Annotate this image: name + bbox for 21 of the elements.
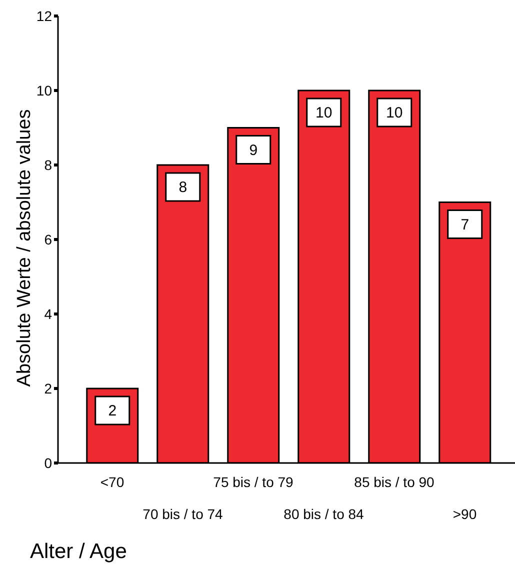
y-tick-label: 0 (44, 454, 52, 471)
data-label: 9 (249, 142, 258, 159)
x-tick-label: 85 bis / to 90 (354, 474, 435, 490)
data-label: 10 (316, 104, 332, 122)
y-axis-title: Absolute Werte / absolute values (14, 109, 35, 387)
x-tick-label: >90 (452, 506, 477, 522)
x-tick-label: <70 (100, 474, 124, 490)
y-tick-label: 12 (36, 8, 52, 24)
data-label: 2 (108, 402, 117, 420)
x-tick-label: 75 bis / to 79 (213, 474, 294, 490)
x-tick-label: 80 bis / to 84 (284, 506, 364, 522)
y-tick-label: 2 (44, 380, 52, 396)
y-tick-label: 8 (44, 156, 52, 173)
y-tick-label: 6 (44, 231, 52, 248)
y-tick-label: 10 (36, 82, 52, 98)
data-label: 8 (178, 179, 188, 196)
data-label: 10 (386, 104, 403, 122)
x-tick-label: 70 bis / to 74 (142, 506, 224, 522)
x-axis-title: Alter / Age (30, 540, 127, 563)
data-label: 7 (460, 216, 470, 234)
y-tick-label: 4 (44, 306, 52, 322)
